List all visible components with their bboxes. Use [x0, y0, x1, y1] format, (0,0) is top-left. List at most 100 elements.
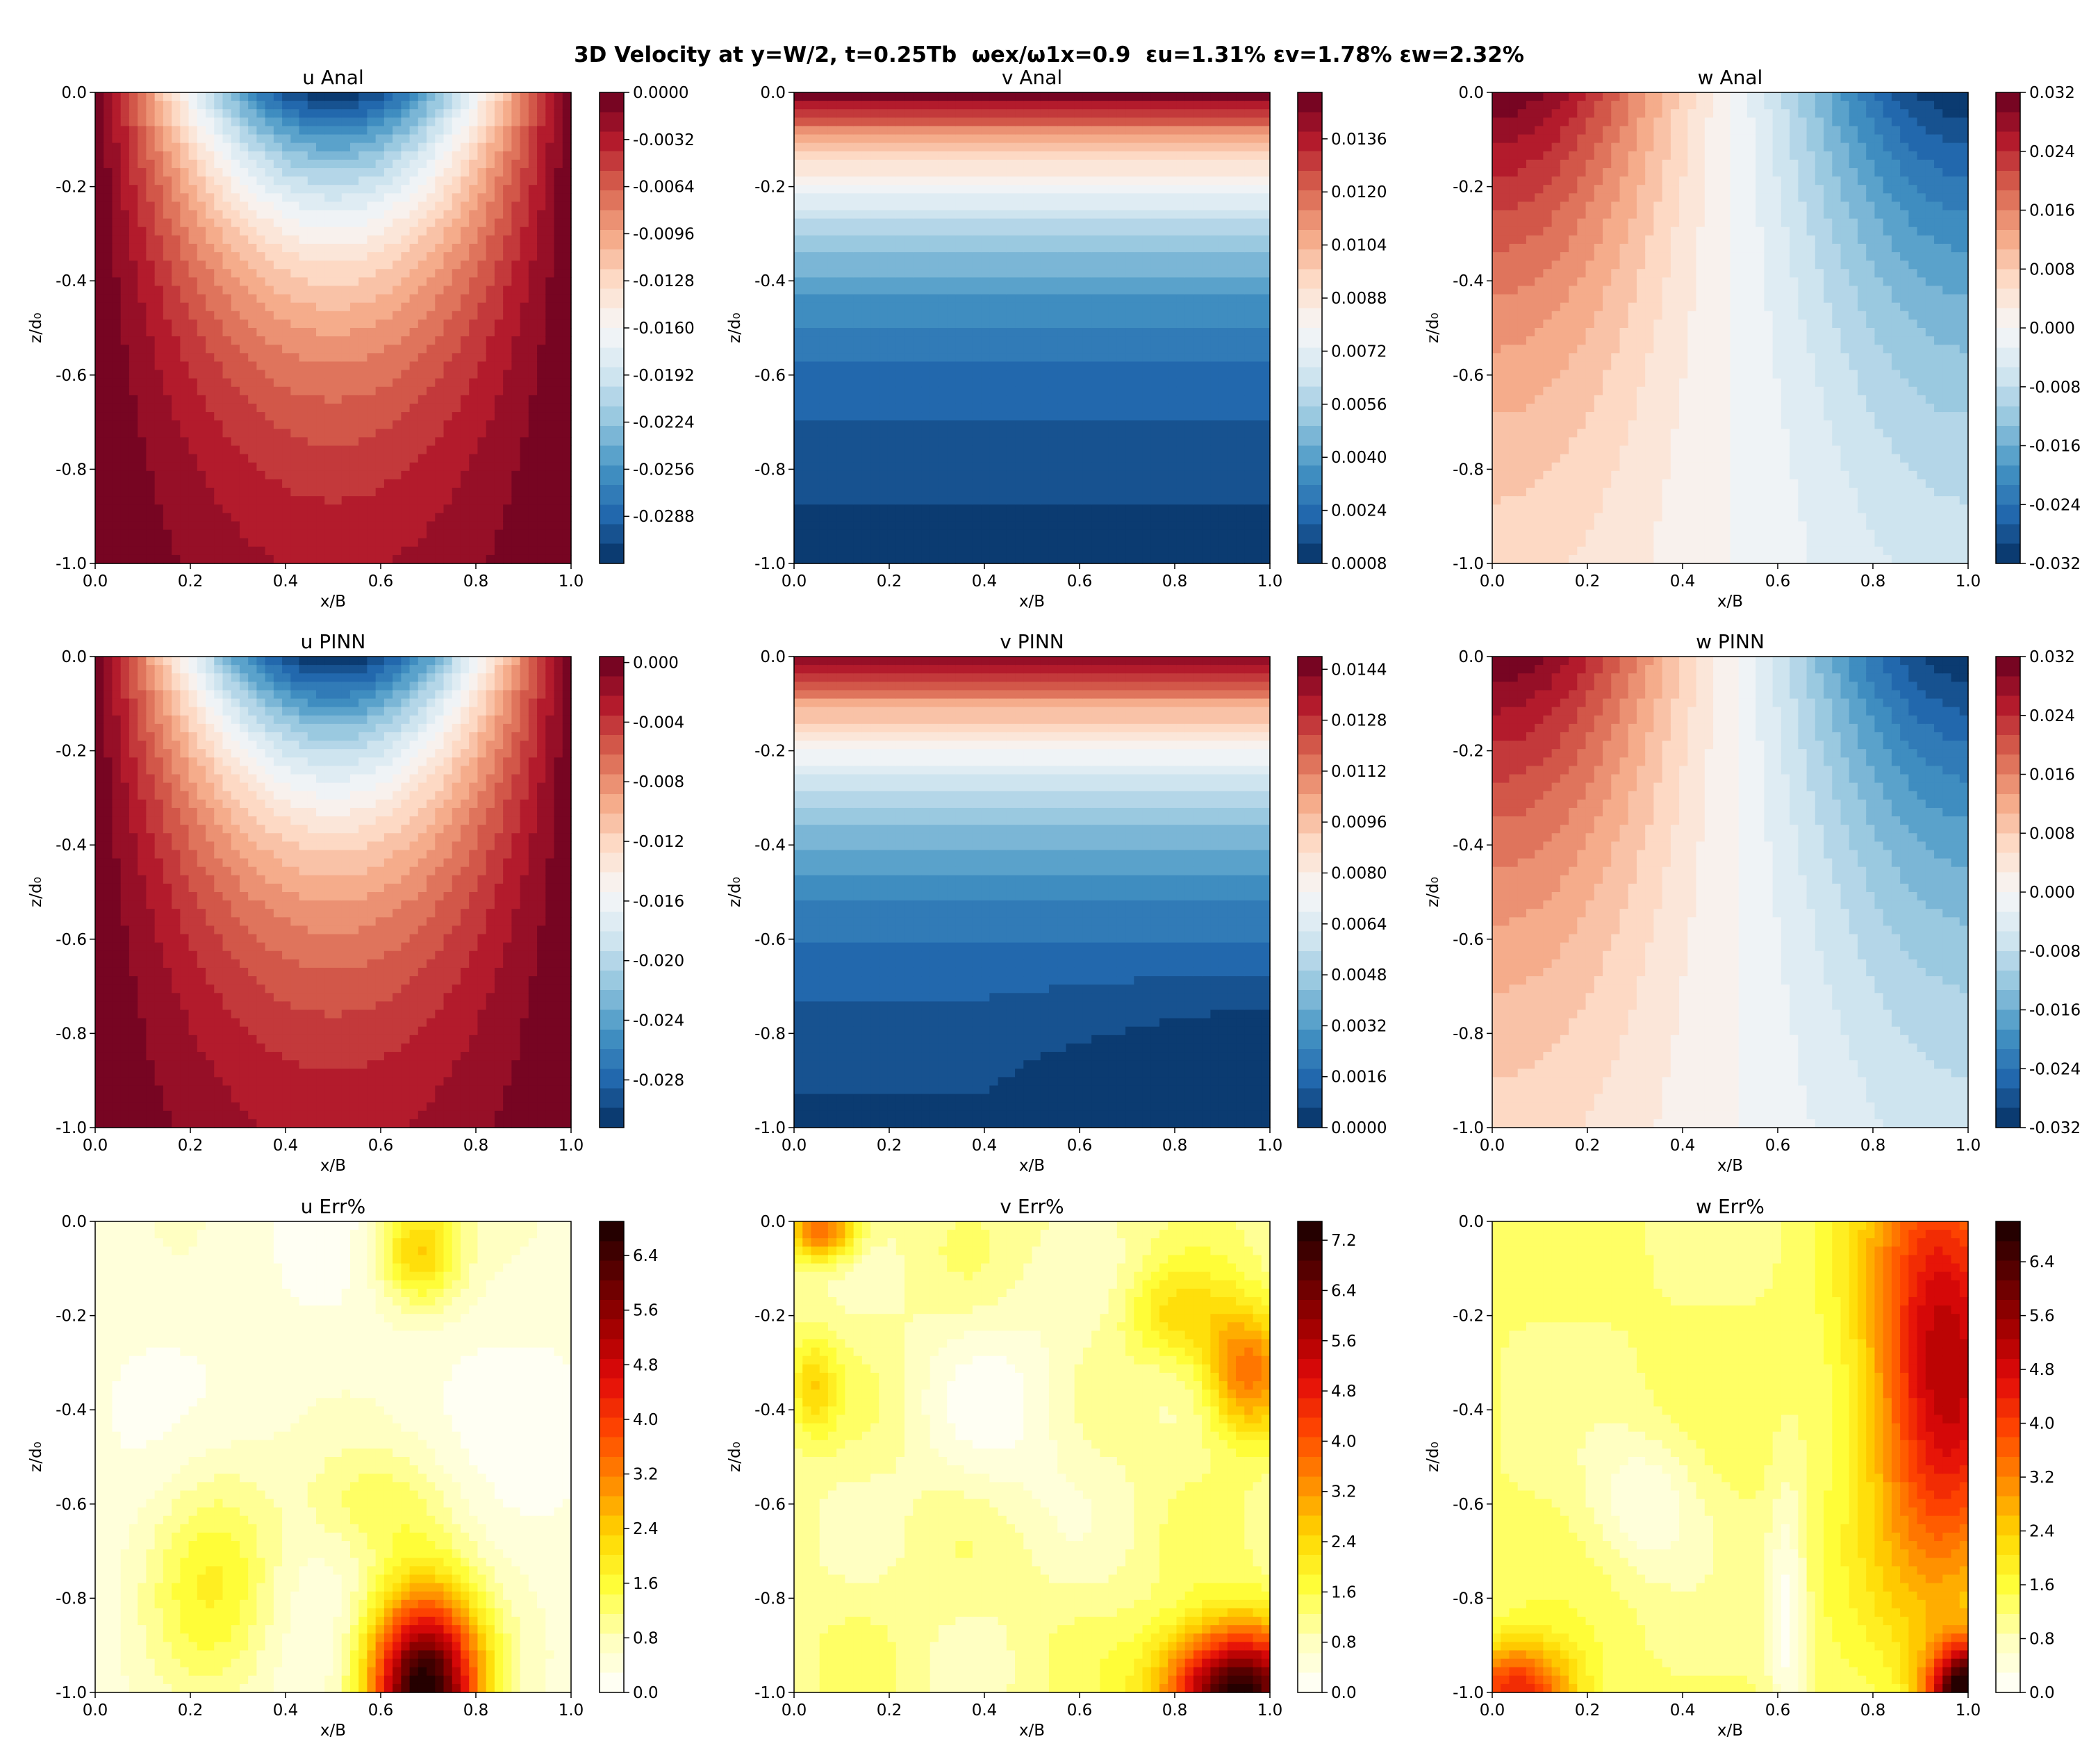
heatmap-cell — [503, 521, 512, 530]
heatmap-cell — [477, 201, 486, 211]
heatmap-cell — [469, 420, 478, 429]
heatmap-cell — [180, 261, 189, 270]
heatmap-cell — [828, 521, 837, 530]
heatmap-cell — [811, 504, 820, 513]
heatmap-cell — [189, 135, 198, 144]
heatmap-cell — [410, 244, 419, 253]
heatmap-cell — [520, 504, 529, 513]
heatmap-cell — [248, 303, 257, 312]
heatmap-cell — [461, 286, 470, 295]
heatmap-cell — [845, 479, 854, 488]
heatmap-cell — [95, 471, 104, 480]
heatmap-cell — [854, 168, 863, 177]
heatmap-cell — [563, 185, 572, 194]
heatmap-cell — [324, 295, 333, 304]
heatmap-cell — [248, 193, 257, 202]
heatmap-cell — [350, 463, 359, 472]
heatmap-cell — [146, 219, 155, 228]
heatmap-cell — [231, 429, 240, 438]
heatmap-cell — [197, 303, 206, 312]
heatmap-cell — [290, 295, 299, 304]
heatmap-cell — [333, 244, 342, 253]
heatmap-cell — [563, 277, 572, 286]
heatmap-cell — [214, 412, 223, 421]
heatmap-cell — [836, 345, 845, 354]
heatmap-cell — [545, 454, 554, 463]
heatmap-cell — [537, 387, 546, 396]
heatmap-cell — [206, 193, 215, 202]
heatmap-cell — [350, 277, 359, 286]
heatmap-cell — [503, 236, 512, 245]
heatmap-cell — [316, 160, 325, 169]
heatmap-cell — [554, 277, 563, 286]
heatmap-cell — [393, 387, 402, 396]
heatmap-cell — [828, 412, 837, 421]
heatmap-cell — [95, 261, 104, 270]
heatmap-cell — [282, 488, 291, 497]
heatmap-cell — [486, 412, 495, 421]
heatmap-cell — [146, 387, 155, 396]
heatmap-cell — [104, 420, 113, 429]
heatmap-cell — [376, 227, 385, 236]
heatmap-cell — [828, 193, 837, 202]
heatmap-cell — [427, 370, 436, 379]
heatmap-cell — [537, 370, 546, 379]
colorbar-tick-label: -0.0256 — [633, 461, 695, 479]
heatmap-cell — [410, 479, 419, 488]
heatmap-cell — [138, 201, 147, 211]
heatmap-cell — [461, 353, 470, 362]
heatmap-cell — [477, 303, 486, 312]
heatmap-cell — [794, 538, 803, 547]
heatmap-cell — [95, 429, 104, 438]
heatmap-cell — [435, 463, 444, 472]
heatmap-cell — [384, 387, 393, 396]
colorbar — [600, 92, 624, 563]
heatmap-cell — [384, 286, 393, 295]
heatmap-cell — [511, 160, 520, 169]
heatmap-cell — [418, 429, 427, 438]
heatmap-cell — [410, 277, 419, 286]
heatmap-cell — [802, 286, 811, 295]
y-tick-label: -0.2 — [56, 179, 87, 197]
heatmap-cell — [180, 538, 189, 547]
heatmap-cell — [444, 521, 453, 530]
heatmap-cell — [155, 277, 164, 286]
heatmap-cell — [333, 538, 342, 547]
heatmap-cell — [240, 387, 249, 396]
heatmap-cell — [104, 277, 113, 286]
heatmap-cell — [836, 176, 845, 186]
heatmap-cell — [486, 295, 495, 304]
heatmap-cell — [418, 446, 427, 455]
heatmap-cell — [172, 479, 181, 488]
heatmap-cell — [290, 504, 299, 513]
heatmap-cell — [282, 479, 291, 488]
heatmap-cell — [231, 92, 240, 101]
heatmap-cell — [197, 219, 206, 228]
heatmap-cell — [206, 538, 215, 547]
heatmap-cell — [845, 269, 854, 278]
heatmap-cell — [376, 160, 385, 169]
heatmap-cell — [256, 454, 265, 463]
heatmap-cell — [189, 488, 198, 497]
heatmap-cell — [537, 277, 546, 286]
heatmap-cell — [146, 521, 155, 530]
heatmap-cell — [452, 504, 461, 513]
heatmap-cell — [384, 361, 393, 370]
heatmap-cell — [452, 269, 461, 278]
heatmap-cell — [811, 437, 820, 446]
heatmap-cell — [503, 496, 512, 505]
heatmap-cell — [444, 135, 453, 144]
heatmap-cell — [112, 236, 121, 245]
heatmap-cell — [401, 521, 410, 530]
heatmap-cell — [308, 538, 317, 547]
heatmap-cell — [265, 168, 274, 177]
heatmap-cell — [172, 370, 181, 379]
heatmap-cell — [290, 211, 299, 220]
heatmap-cell — [248, 126, 257, 135]
heatmap-cell — [342, 496, 351, 505]
heatmap-cell — [435, 379, 444, 388]
heatmap-cell — [477, 353, 486, 362]
heatmap-cell — [104, 488, 113, 497]
heatmap-cell — [461, 269, 470, 278]
heatmap-cell — [563, 513, 572, 522]
